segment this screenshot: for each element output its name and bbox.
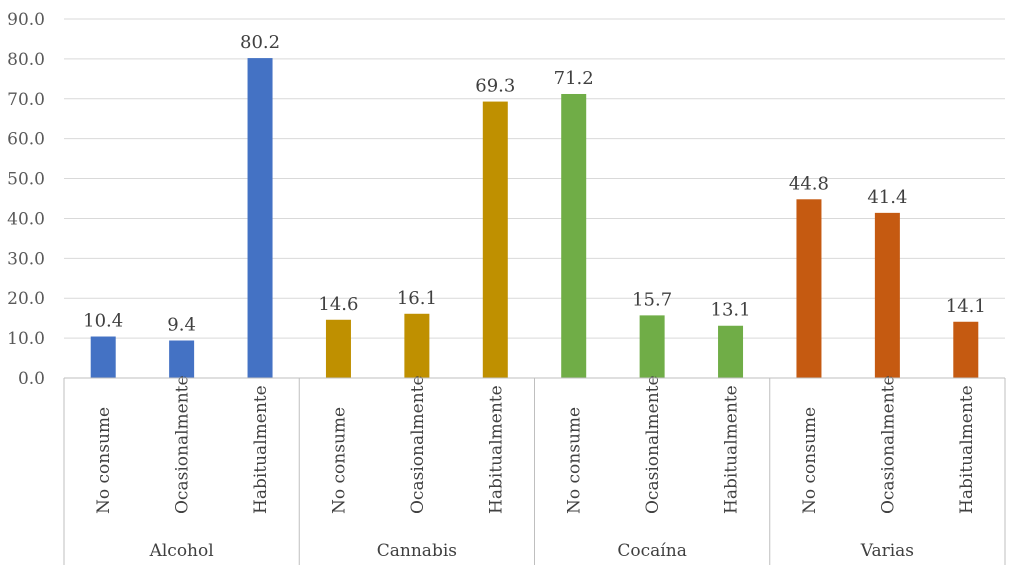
data-label: 41.4 [867, 187, 907, 208]
category-label: Habitualmente [722, 385, 742, 514]
bars: 10.4 9.4 80.2 14.6 16.1 69.3 71.2 15.7 13.1 44.8 4… [83, 32, 986, 378]
y-tick-label: 70.0 [7, 90, 45, 110]
y-tick-label: 50.0 [7, 170, 45, 190]
category-label: No consume [329, 407, 349, 514]
data-label: 10.4 [83, 311, 123, 332]
data-label: 69.3 [475, 76, 515, 97]
y-tick-label: 90.0 [7, 10, 45, 30]
data-label: 80.2 [240, 32, 280, 53]
category-label: Habitualmente [486, 385, 506, 514]
y-tick-label: 20.0 [7, 289, 45, 309]
category-label: Habitualmente [957, 385, 977, 514]
bar-varias-2 [953, 321, 979, 378]
bar-alcohol-1 [169, 340, 195, 378]
category-label: Ocasionalmente [173, 375, 193, 514]
bar-cannabis-0 [325, 319, 351, 378]
category-label: Ocasionalmente [643, 375, 663, 514]
bar-alcohol-0 [90, 336, 116, 378]
y-tick-label: 80.0 [7, 50, 45, 70]
data-label: 13.1 [711, 300, 751, 321]
group-label: Varias [860, 541, 914, 561]
data-label: 44.8 [789, 173, 829, 194]
category-label: No consume [94, 407, 114, 514]
category-label: Habitualmente [251, 385, 271, 514]
y-tick-label: 30.0 [7, 249, 45, 269]
y-tick-label: 40.0 [7, 209, 45, 229]
y-tick-label: 60.0 [7, 130, 45, 150]
x-axis: No consume Ocasionalmente Habitualmente Alc… [63, 375, 1006, 565]
bar-varias-1 [874, 212, 900, 378]
data-label: 16.1 [397, 288, 437, 309]
category-label: Ocasionalmente [878, 375, 898, 514]
y-axis: 0.0 10.0 20.0 30.0 40.0 50.0 60.0 70.0 80.0 90.0 [7, 10, 45, 389]
category-label: No consume [565, 407, 585, 514]
bar-varias-0 [796, 199, 822, 378]
gridlines [64, 18, 1005, 379]
data-label: 14.1 [946, 296, 986, 317]
bar-alcohol-2 [247, 58, 273, 378]
group-label: Cocaína [617, 541, 686, 561]
y-tick-label: 0.0 [18, 369, 45, 389]
data-label: 15.7 [632, 289, 672, 310]
bar-cocaína-0 [561, 93, 587, 378]
group-label: Cannabis [377, 541, 457, 561]
data-label: 71.2 [554, 68, 594, 89]
category-label: No consume [800, 407, 820, 514]
category-label: Ocasionalmente [408, 375, 428, 514]
data-label: 9.4 [167, 315, 196, 336]
group-label: Alcohol [149, 541, 214, 561]
bar-cannabis-2 [482, 101, 508, 378]
bar-cannabis-1 [404, 313, 430, 378]
data-label: 14.6 [318, 294, 358, 315]
bar-cocaína-2 [718, 325, 744, 378]
y-tick-label: 10.0 [7, 329, 45, 349]
bar-cocaína-1 [639, 315, 665, 378]
